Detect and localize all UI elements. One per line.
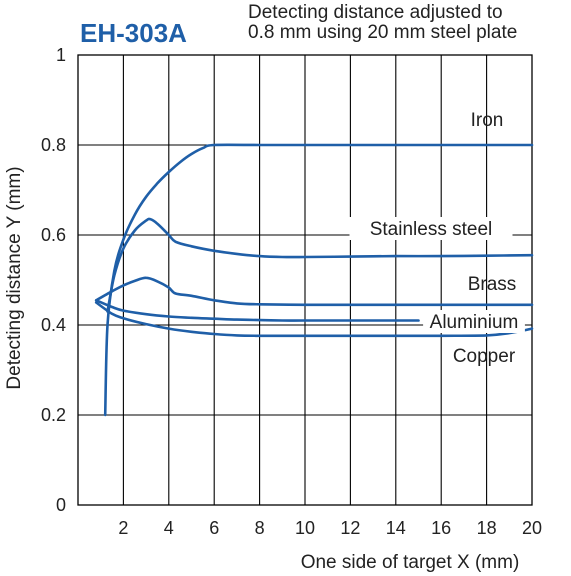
series-label: Copper — [453, 346, 516, 367]
y-tick-label: 0 — [56, 495, 66, 515]
series-label-background — [349, 217, 513, 240]
subtitle-line-1: Detecting distance adjusted to — [248, 2, 503, 23]
y-tick-label: 0.4 — [41, 315, 66, 335]
y-tick-label: 0.8 — [41, 135, 66, 155]
x-tick-label: 2 — [118, 518, 128, 538]
series-label: Aluminium — [430, 312, 519, 333]
chart-subtitle: Detecting distance adjusted to 0.8 mm us… — [248, 3, 517, 43]
x-tick-label: 6 — [209, 518, 219, 538]
x-tick-label: 4 — [164, 518, 174, 538]
y-tick-label: 1 — [56, 45, 66, 65]
series-label-background — [423, 310, 525, 333]
x-tick-label: 20 — [522, 518, 542, 538]
series-labels: Iron Stainless steel Brass Aluminium Copper — [349, 110, 525, 367]
x-tick-label: 18 — [477, 518, 497, 538]
series-lines — [94, 143, 534, 417]
x-tick-label: 12 — [340, 518, 360, 538]
series-line-iron — [103, 143, 534, 417]
chart-title: EH-303A — [80, 18, 187, 48]
series-label: Iron — [471, 110, 504, 131]
series-label: Brass — [468, 274, 517, 295]
series-line-aluminium — [94, 299, 420, 322]
series-line-stainless-steel — [106, 217, 534, 313]
x-tick-label: 16 — [431, 518, 451, 538]
grid — [77, 54, 533, 506]
series-line-copper — [94, 301, 534, 338]
y-axis-label: Detecting distance Y (mm) — [4, 166, 25, 389]
x-tick-label: 8 — [255, 518, 265, 538]
x-tick-label: 14 — [386, 518, 406, 538]
series-line-brass — [94, 276, 534, 307]
tick-labels: 2 4 6 8 10 12 14 16 18 20 0 0.2 0.4 0.6 0.8 1 — [41, 45, 542, 538]
series-label: Stainless steel — [370, 219, 493, 240]
x-tick-label: 10 — [295, 518, 315, 538]
subtitle-line-2: 0.8 mm using 20 mm steel plate — [248, 22, 518, 43]
y-tick-label: 0.2 — [41, 405, 66, 425]
x-axis-label: One side of target X (mm) — [301, 552, 520, 573]
y-tick-label: 0.6 — [41, 225, 66, 245]
